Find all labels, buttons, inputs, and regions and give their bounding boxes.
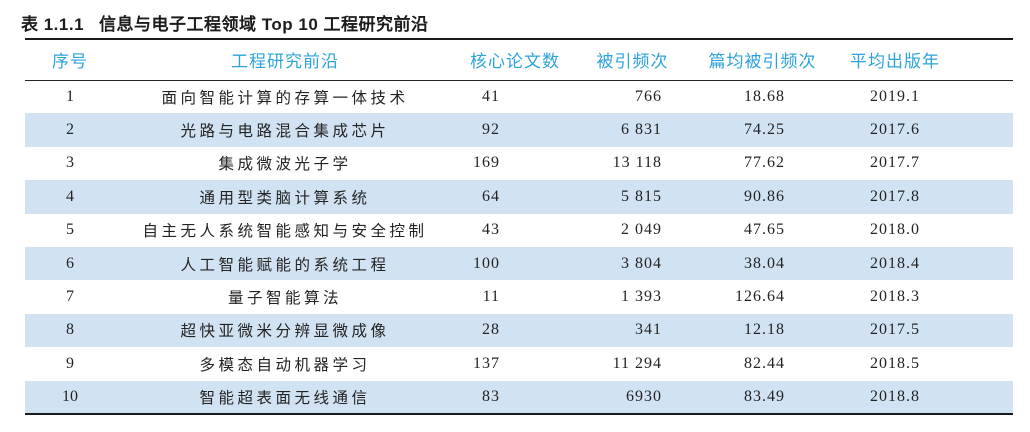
cell-mean-year: 2017.6	[870, 121, 920, 139]
cell-mean-year: 2019.1	[870, 87, 920, 105]
cell-citations-per-paper: 77.62	[744, 154, 785, 172]
cell-spacer	[955, 347, 1013, 380]
cell-spacer	[955, 280, 1013, 313]
cell-mean-year: 2018.3	[870, 288, 920, 306]
cell-index: 3	[66, 154, 74, 172]
cell-front-name: 量子智能算法	[227, 290, 342, 308]
cell-index: 4	[66, 187, 74, 205]
table-row: 5 自主无人系统智能感知与安全控制 43 2 049 47.65 2018.0	[25, 214, 1013, 247]
cell-core-papers: 92	[482, 121, 500, 139]
cell-front-name: 集成微波光子学	[218, 156, 352, 174]
col-header-index: 序号	[52, 52, 88, 72]
cell-citations: 766	[635, 87, 662, 105]
cell-citations: 11 294	[612, 354, 662, 372]
cell-index: 6	[66, 254, 74, 272]
cell-citations-per-paper: 18.68	[744, 87, 785, 105]
cell-spacer	[955, 214, 1013, 247]
cell-core-papers: 11	[482, 288, 500, 306]
table-caption: 表 1.1.1 信息与电子工程领域 Top 10 工程研究前沿	[21, 10, 429, 35]
cell-mean-year: 2017.5	[870, 321, 920, 339]
table-number: 表 1.1.1	[21, 15, 85, 34]
cell-citations-per-paper: 47.65	[744, 221, 785, 239]
cell-citations: 341	[635, 321, 662, 339]
cell-core-papers: 43	[482, 221, 500, 239]
table-row: 8 超快亚微米分辨显微成像 28 341 12.18 2017.5	[25, 313, 1013, 348]
cell-front-name: 通用型类脑计算系统	[199, 189, 371, 207]
col-header-core-papers: 核心论文数	[470, 52, 560, 72]
cell-mean-year: 2018.5	[870, 354, 920, 372]
cell-spacer	[955, 113, 1013, 146]
table-title-text: 信息与电子工程领域 Top 10 工程研究前沿	[99, 15, 429, 34]
cell-core-papers: 100	[473, 254, 500, 272]
cell-spacer	[955, 147, 1013, 180]
col-header-citations-per-paper: 篇均被引频次	[708, 52, 817, 72]
cell-index: 1	[66, 87, 74, 105]
cell-front-name: 人工智能赋能的系统工程	[180, 256, 390, 274]
table-row: 3 集成微波光子学 169 13 118 77.62 2017.7	[25, 147, 1013, 180]
cell-citations-per-paper: 74.25	[744, 121, 785, 139]
cell-citations: 2 049	[621, 221, 662, 239]
cell-front-name: 面向智能计算的存算一体技术	[161, 89, 409, 107]
table-row: 1 面向智能计算的存算一体技术 41 766 18.68 2019.1	[25, 80, 1013, 113]
cell-core-papers: 137	[473, 354, 500, 372]
cell-citations-per-paper: 12.18	[744, 321, 785, 339]
col-header-spacer	[955, 39, 1013, 80]
col-header-front: 工程研究前沿	[231, 52, 339, 72]
cell-index: 7	[66, 288, 74, 306]
cell-front-name: 智能超表面无线通信	[199, 389, 371, 407]
cell-citations: 1 393	[621, 288, 662, 306]
table-row: 4 通用型类脑计算系统 64 5 815 90.86 2017.8	[25, 180, 1013, 214]
cell-spacer	[955, 314, 1013, 347]
cell-citations: 13 118	[612, 154, 662, 172]
cell-front-name: 多模态自动机器学习	[199, 356, 371, 374]
cell-mean-year: 2017.7	[870, 154, 920, 172]
cell-citations-per-paper: 82.44	[744, 354, 785, 372]
cell-mean-year: 2018.8	[870, 387, 920, 405]
cell-citations: 5 815	[621, 187, 662, 205]
cell-citations: 3 804	[621, 254, 662, 272]
table-row: 7 量子智能算法 11 1 393 126.64 2018.3	[25, 280, 1013, 313]
cell-citations-per-paper: 83.49	[744, 387, 785, 405]
cell-core-papers: 41	[482, 87, 500, 105]
cell-mean-year: 2018.4	[870, 254, 920, 272]
cell-citations: 6 831	[621, 121, 662, 139]
cell-front-name: 超快亚微米分辨显微成像	[180, 323, 390, 341]
cell-spacer	[955, 80, 1013, 113]
cell-core-papers: 64	[482, 187, 500, 205]
cell-index: 8	[66, 321, 74, 339]
cell-mean-year: 2017.8	[870, 187, 920, 205]
table-row: 9 多模态自动机器学习 137 11 294 82.44 2018.5	[25, 347, 1013, 380]
cell-spacer	[955, 180, 1013, 213]
cell-citations-per-paper: 90.86	[744, 187, 785, 205]
cell-index: 5	[66, 221, 74, 239]
table-row: 6 人工智能赋能的系统工程 100 3 804 38.04 2018.4	[25, 246, 1013, 281]
cell-core-papers: 169	[473, 154, 500, 172]
cell-index: 2	[66, 121, 74, 139]
cell-spacer	[955, 381, 1013, 414]
table-row: 10 智能超表面无线通信 83 6930 83.49 2018.8	[25, 380, 1013, 414]
cell-front-name: 光路与电路混合集成芯片	[180, 123, 390, 141]
cell-spacer	[955, 247, 1013, 280]
cell-core-papers: 83	[482, 387, 500, 405]
table-row: 2 光路与电路混合集成芯片 92 6 831 74.25 2017.6	[25, 113, 1013, 147]
research-fronts-table: 序号 工程研究前沿 核心论文数 被引频次 篇均被引频次 平均出版年 1 面向智能…	[25, 38, 1013, 415]
col-header-citations: 被引频次	[596, 52, 669, 72]
cell-citations-per-paper: 126.64	[735, 288, 785, 306]
col-header-mean-year: 平均出版年	[850, 52, 940, 72]
cell-citations-per-paper: 38.04	[744, 254, 785, 272]
cell-mean-year: 2018.0	[870, 221, 920, 239]
cell-index: 10	[62, 387, 78, 405]
cell-front-name: 自主无人系统智能感知与安全控制	[142, 223, 428, 241]
header-row: 序号 工程研究前沿 核心论文数 被引频次 篇均被引频次 平均出版年	[25, 39, 1013, 80]
cell-core-papers: 28	[482, 321, 500, 339]
cell-index: 9	[66, 354, 74, 372]
cell-citations: 6930	[626, 387, 662, 405]
